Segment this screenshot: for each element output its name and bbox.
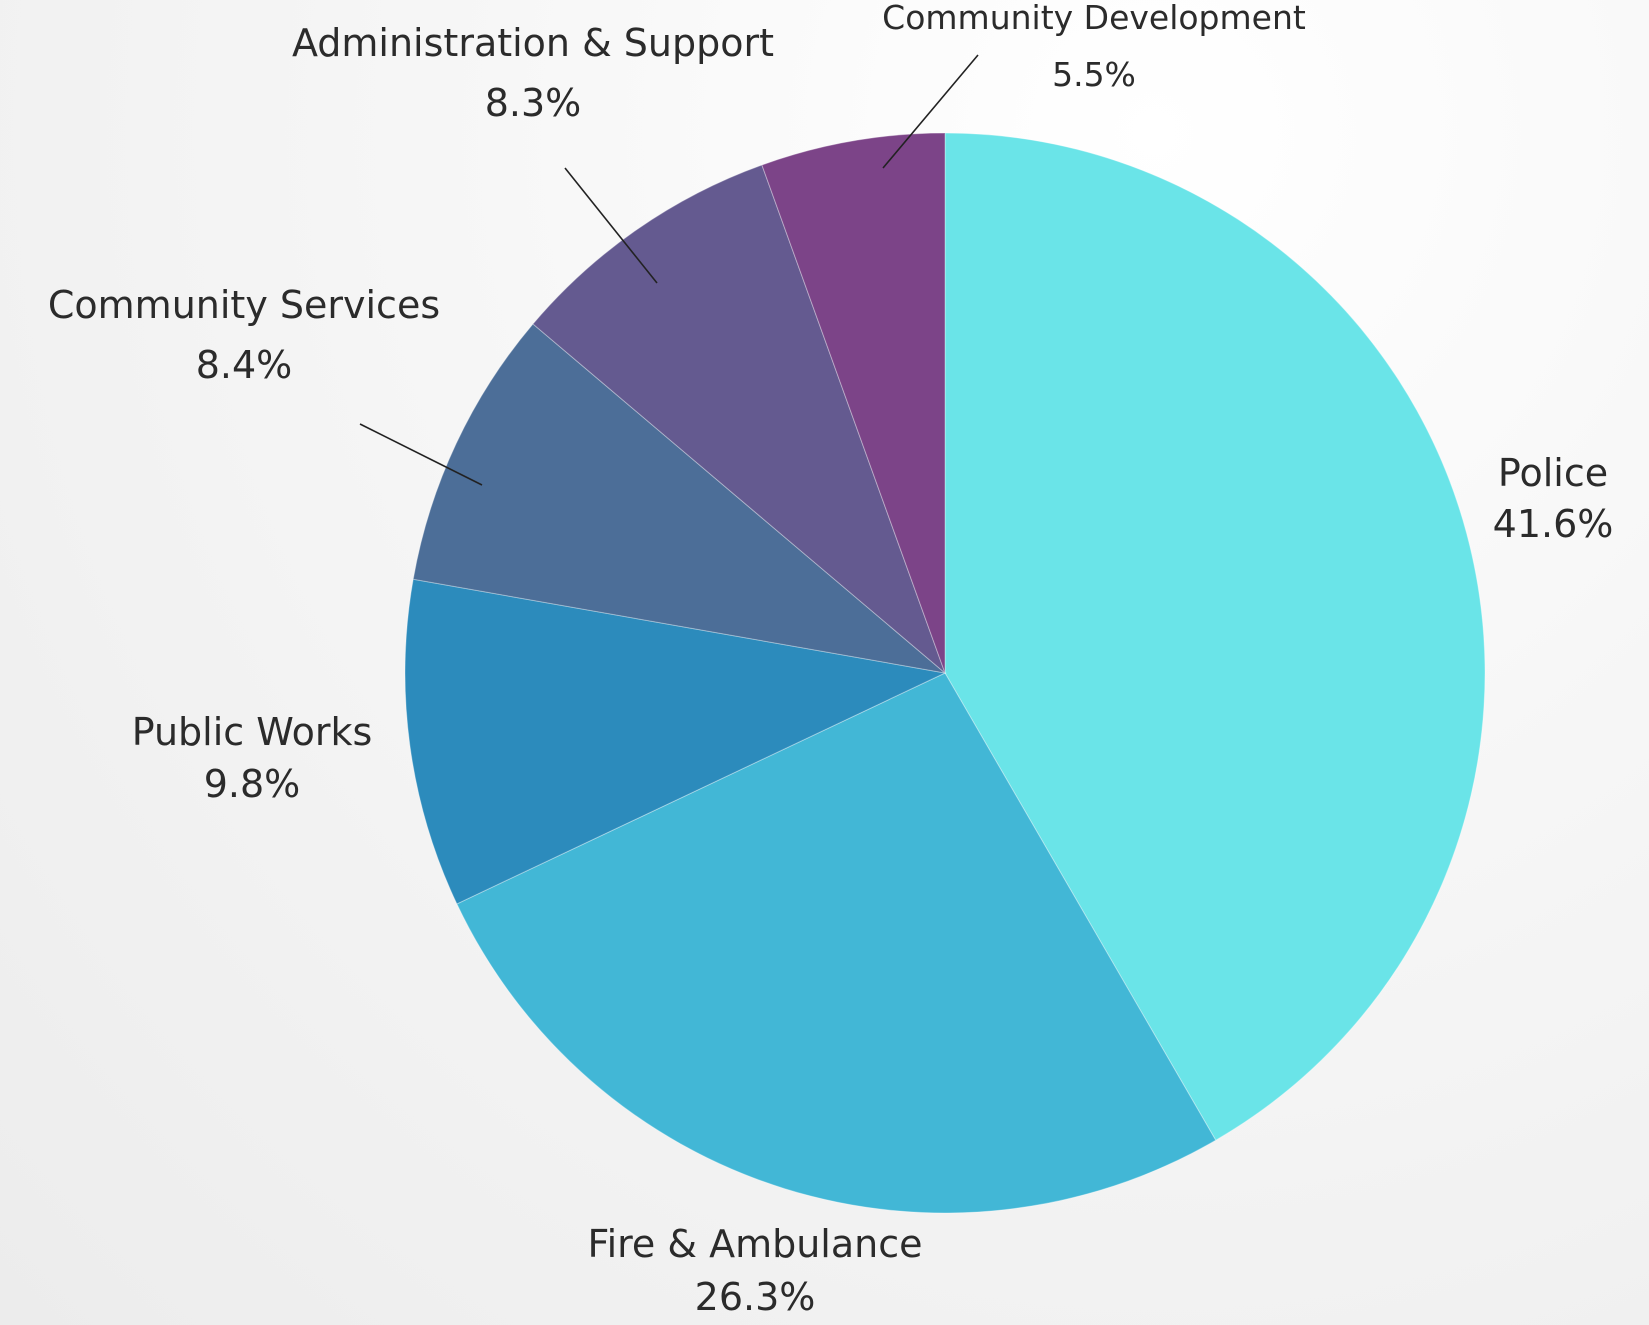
slice-value-label-administration-and-support: 8.3% [485, 81, 582, 125]
slice-value-label-community-development: 5.5% [1052, 55, 1136, 94]
pie-slices [404, 132, 1486, 1214]
slice-value-label-police: 41.6% [1493, 502, 1614, 546]
pie-slice-police [944, 132, 1486, 1141]
pie-slice-community-services [412, 323, 947, 674]
leader-line-community-development [882, 54, 979, 169]
leader-line-community-services [359, 423, 483, 486]
pie-slice-fire-and-ambulance [456, 672, 1217, 1214]
pie-slice-administration-and-support [532, 164, 947, 675]
leader-lines [359, 54, 979, 486]
slice-name-label-police: Police [1498, 451, 1608, 495]
slice-value-label-community-services: 8.4% [196, 343, 293, 387]
slice-name-label-fire-and-ambulance: Fire & Ambulance [587, 1222, 922, 1266]
pie-slice-community-development [761, 132, 946, 674]
slice-name-label-community-development: Community Development [882, 0, 1306, 37]
slice-value-label-fire-and-ambulance: 26.3% [695, 1275, 816, 1319]
slice-labels: Police 41.6% Fire & Ambulance 26.3% Public W… [48, 0, 1613, 1319]
leader-line-administration-and-support [564, 167, 658, 284]
pie-slice-public-works [404, 578, 947, 905]
slice-name-label-public-works: Public Works [132, 710, 373, 754]
slice-name-label-community-services: Community Services [48, 283, 440, 327]
slice-value-label-public-works: 9.8% [204, 762, 301, 806]
slice-name-label-administration-and-support: Administration & Support [292, 21, 774, 65]
